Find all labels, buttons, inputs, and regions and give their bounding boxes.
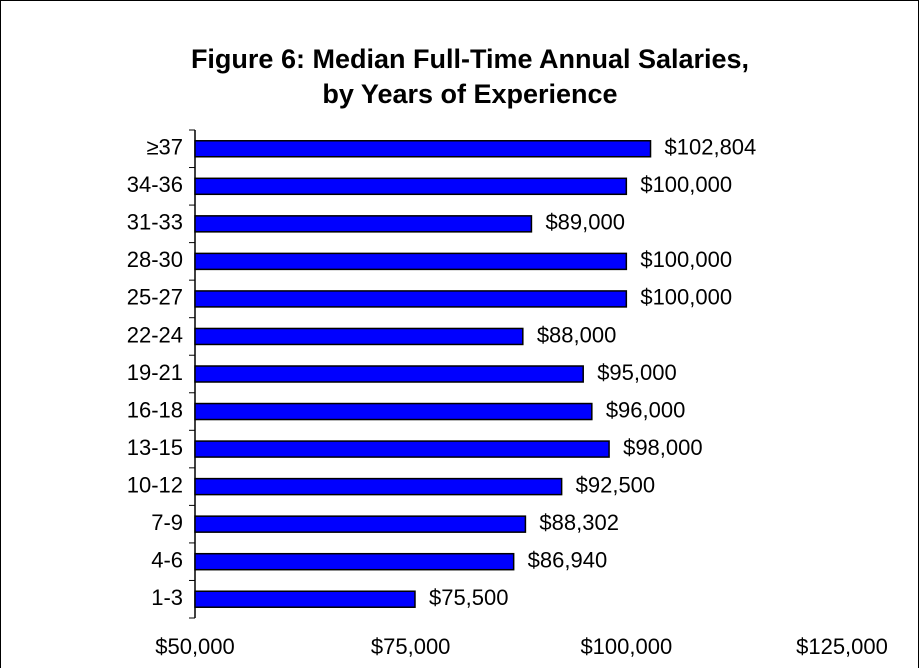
- y-tick-label: 25-27: [127, 285, 183, 310]
- value-label: $75,500: [429, 585, 509, 610]
- value-label: $102,804: [665, 135, 757, 160]
- value-label: $86,940: [528, 548, 608, 573]
- value-label: $100,000: [640, 285, 732, 310]
- value-label: $88,000: [537, 322, 617, 347]
- y-tick-label: 10-12: [127, 472, 183, 497]
- x-tick-label: $75,000: [371, 634, 451, 659]
- x-tick-label: $100,000: [580, 634, 672, 659]
- y-tick-label: 13-15: [127, 435, 183, 460]
- bar: [194, 440, 610, 458]
- y-tick-label: 7-9: [151, 510, 183, 535]
- y-tick-label: 19-21: [127, 360, 183, 385]
- y-tick-label: 34-36: [127, 172, 183, 197]
- y-tick-label: 22-24: [127, 322, 183, 347]
- chart-title: Figure 6: Median Full-Time Annual Salari…: [191, 44, 749, 74]
- bar: [194, 477, 563, 496]
- value-label: $98,000: [623, 435, 703, 460]
- bar: [194, 327, 524, 346]
- value-label: $92,500: [576, 472, 656, 497]
- value-label: $100,000: [640, 247, 732, 272]
- y-tick-label: 4-6: [151, 548, 183, 573]
- y-tick-label: 1-3: [151, 585, 183, 610]
- bar: [194, 515, 527, 533]
- value-label: $88,302: [539, 510, 619, 535]
- bar: [194, 590, 416, 608]
- bar: [194, 177, 628, 196]
- y-tick-label: ≥37: [146, 135, 183, 160]
- bar: [194, 365, 584, 383]
- bar: [194, 140, 652, 158]
- value-label: $95,000: [597, 360, 677, 385]
- y-tick-label: 28-30: [127, 247, 183, 272]
- x-tick-label: $125,000: [796, 634, 888, 659]
- value-label: $96,000: [606, 397, 686, 422]
- value-label: $89,000: [545, 210, 625, 235]
- y-tick-label: 16-18: [127, 397, 183, 422]
- value-label: $100,000: [640, 172, 732, 197]
- x-tick-label: $50,000: [155, 634, 235, 659]
- bar: [194, 290, 628, 308]
- bar: [194, 215, 533, 233]
- chart-title: by Years of Experience: [322, 79, 617, 109]
- bar: [194, 552, 515, 571]
- bar: [194, 252, 628, 271]
- bar: [194, 402, 593, 421]
- y-tick-label: 31-33: [127, 210, 183, 235]
